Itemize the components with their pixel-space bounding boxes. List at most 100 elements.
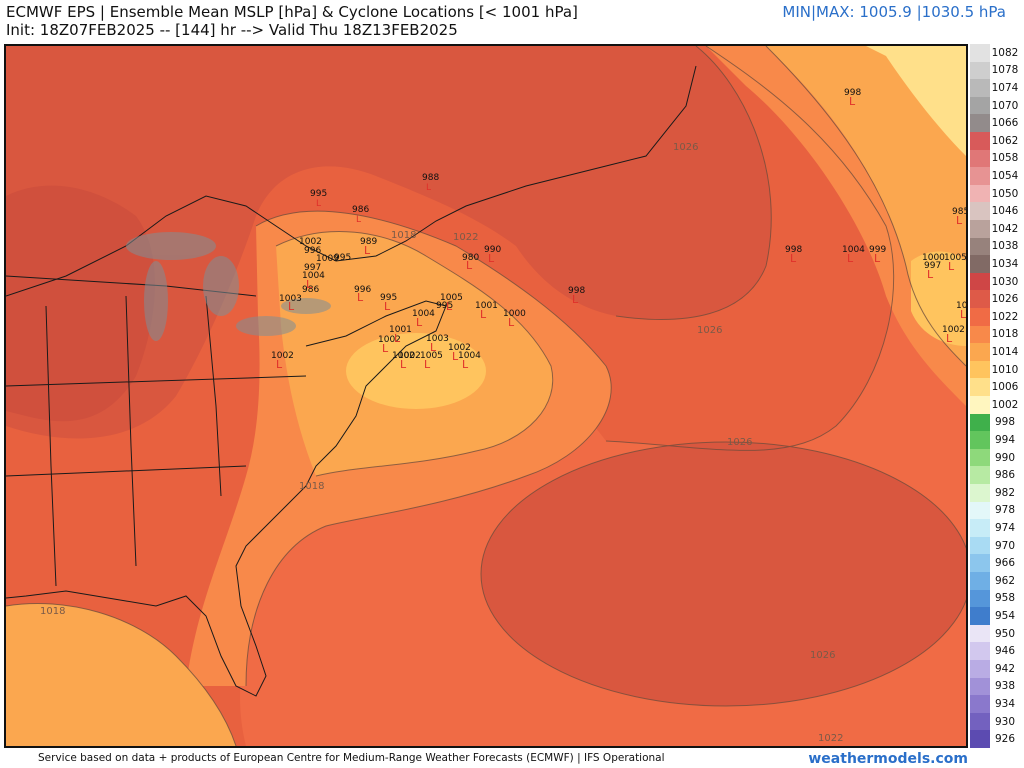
isobar-label: 1022 (453, 232, 478, 243)
cyclone-l-icon: L (446, 300, 453, 313)
legend-swatch (970, 237, 990, 256)
legend-swatch (970, 712, 990, 731)
legend-label: 1018 (991, 328, 1019, 341)
cyclone-l-icon: L (316, 199, 321, 209)
legend-label: 1042 (991, 222, 1019, 235)
pressure-map: 1026 1022 1018 1026 1026 1018 1018 1026 … (4, 44, 968, 748)
cyclone-l-icon: L (948, 260, 955, 273)
isobar-label: 1018 (40, 606, 65, 617)
cyclone-l-icon: L (424, 358, 431, 371)
legend-label: 1014 (991, 346, 1019, 358)
legend-label: 1026 (991, 293, 1019, 306)
cyclone-l-icon: L (357, 291, 364, 304)
legend-label: 1034 (991, 258, 1019, 270)
coastlines (6, 65, 697, 697)
cyclone-l-icon: L (946, 332, 953, 345)
legend-label: 938 (994, 680, 1016, 693)
legend-swatch (970, 114, 990, 133)
legend-swatch (970, 572, 990, 591)
cyclone-pressure: 985 (952, 207, 966, 217)
legend-swatch (970, 677, 990, 696)
legend-swatch (970, 431, 990, 450)
cyclone-pressure: 1005 (440, 293, 463, 303)
cyclone-l-icon: L (430, 341, 437, 354)
legend-label: 970 (994, 539, 1016, 552)
cyclone-pressure: 995 (310, 189, 327, 199)
cyclone-l-icon: L (480, 308, 487, 321)
pressure-map-canvas: 1026 1022 1018 1026 1026 1018 1018 1026 … (6, 46, 966, 746)
legend-swatch (970, 484, 990, 503)
legend-swatch (970, 343, 990, 362)
isobar-labels: 1026 1022 1018 1026 1026 1018 1018 1026 … (40, 142, 843, 744)
legend-label: 966 (994, 557, 1016, 570)
legend-swatch (970, 184, 990, 203)
cyclone-pressure: 1004 (458, 351, 481, 361)
legend-label: 1010 (991, 363, 1019, 376)
cyclone-pressure: 996 (304, 246, 321, 256)
legend-swatch (970, 695, 990, 714)
pressure-band-1026-atlantic (481, 442, 966, 706)
legend-label: 950 (994, 627, 1016, 640)
cyclone-pressure: 1001 (475, 301, 498, 311)
cyclone-pressure: 986 (352, 205, 369, 215)
isobar-label: 1026 (727, 437, 752, 448)
legend-label: 1070 (991, 99, 1019, 112)
cyclone-l-icon: L (276, 358, 283, 371)
legend-label: 1074 (991, 82, 1019, 94)
cyclone-pressure: 995 (334, 253, 351, 263)
legend-swatch (970, 79, 990, 98)
legend-label: 946 (994, 645, 1016, 658)
legend-swatch (970, 660, 990, 679)
legend-label: 1054 (991, 170, 1019, 182)
site-credit-link[interactable]: weathermodels.com (808, 751, 968, 767)
legend-label: 1046 (991, 205, 1019, 218)
cyclone-pressure: 1000 (922, 253, 945, 263)
pressure-color-legend: 1082 1078 1074 1070 1066 1062 1058 1054 1050 1046… (970, 44, 1020, 749)
cyclone-l-icon: L (874, 252, 881, 265)
cyclone-pressure: 1002 (271, 351, 294, 361)
legend-label: 978 (994, 504, 1016, 517)
legend-swatch (970, 96, 990, 115)
pressure-band-east-core (866, 46, 966, 156)
cyclone-pressure: 1002 (942, 325, 965, 335)
legend-swatch (970, 501, 990, 520)
cyclone-pressure: 980 (462, 253, 479, 263)
cyclone-pressure: 1004 (842, 245, 865, 255)
pressure-band-1030 (6, 185, 155, 422)
legend-swatch (970, 61, 990, 80)
legend-label: 1078 (991, 64, 1019, 77)
legend-swatch (970, 448, 990, 467)
cyclone-pressure: 990 (484, 245, 501, 255)
legend-label: 930 (994, 715, 1016, 728)
legend-label: 926 (994, 733, 1016, 746)
cyclone-pressure: 1004 (302, 271, 325, 281)
cyclone-l-icon: L (488, 252, 495, 265)
legend-swatch (970, 624, 990, 643)
legend-label: 958 (994, 592, 1016, 605)
isobar-label: 1018 (299, 481, 324, 492)
cyclone-pressure: 989 (360, 237, 377, 247)
cyclone-l-icon: L (288, 300, 295, 313)
cyclone-l-icon: L (416, 316, 423, 329)
cyclone-pressure: 1001 (389, 325, 412, 335)
cyclone-pressure: 1004 (412, 309, 435, 319)
legend-label: 954 (994, 610, 1016, 622)
legend-swatch (970, 730, 990, 749)
cyclone-pressure: 998 (568, 286, 585, 296)
legend-swatch (970, 396, 990, 415)
legend-swatch (970, 220, 990, 239)
isobar-label: 1018 (391, 230, 416, 241)
isobar-label: 1026 (810, 650, 835, 661)
legend-label: 974 (994, 522, 1016, 534)
cyclone-pressure: 1009 (316, 254, 339, 264)
cyclone-pressure: 1000 (503, 309, 526, 319)
legend-swatch (970, 167, 990, 186)
legend-swatch (970, 378, 990, 397)
cyclone-pressure: 1003 (279, 294, 302, 304)
legend-label: 1002 (991, 398, 1019, 411)
isobar-label: 1022 (818, 733, 843, 744)
legend-label: 1022 (991, 310, 1019, 323)
cyclone-pressure: 999 (869, 245, 886, 255)
legend-swatch (970, 255, 990, 274)
legend-swatch (970, 272, 990, 291)
